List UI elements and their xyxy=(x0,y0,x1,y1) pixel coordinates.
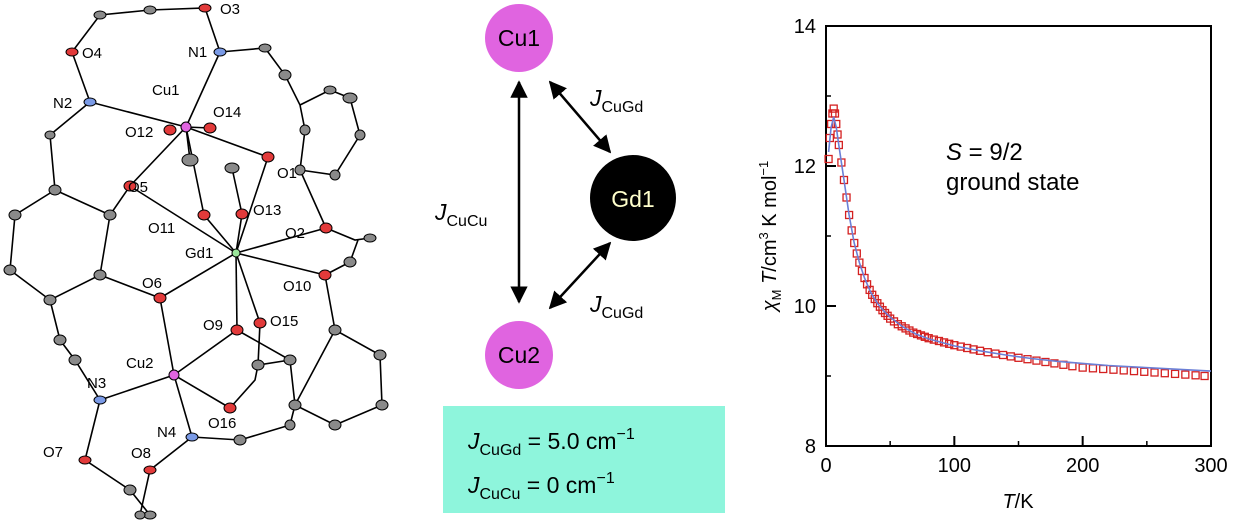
node-cu1 xyxy=(485,4,553,72)
atom-label-n2: N2 xyxy=(53,95,72,112)
atom-label-o13: O13 xyxy=(253,202,281,219)
x-tick-label: 200 xyxy=(1066,455,1099,477)
atom-label-gd1: Gd1 xyxy=(185,245,213,262)
data-point xyxy=(1023,355,1032,364)
data-point xyxy=(1078,363,1087,372)
node-gd1 xyxy=(590,155,676,241)
atom-label-o14: O14 xyxy=(213,104,241,121)
node-cu2-label: Cu2 xyxy=(498,342,540,368)
exchange-scheme: Cu1 Gd1 Cu2 JCuCu JCuGd JCuGd JCuGd = 5.… xyxy=(434,4,725,513)
node-cu2 xyxy=(485,321,553,389)
data-point xyxy=(855,258,864,267)
fit-line xyxy=(827,116,1212,372)
atom-label-o10: O10 xyxy=(283,278,311,295)
data-point xyxy=(1068,362,1077,371)
data-point xyxy=(878,306,887,315)
atom-label-o12: O12 xyxy=(125,124,153,141)
node-cu1-label: Cu1 xyxy=(498,25,540,51)
data-point xyxy=(1150,368,1159,377)
node-gd1-label: Gd1 xyxy=(611,186,654,212)
atom-label-n1: N1 xyxy=(188,44,207,61)
data-point xyxy=(868,290,877,299)
atom-label-o11: O11 xyxy=(148,220,175,237)
atom-label-n4: N4 xyxy=(157,424,176,441)
atom-label-cu2: Cu2 xyxy=(126,355,154,372)
hetero-atoms xyxy=(65,3,333,475)
atom-label-o1: O1 xyxy=(277,165,297,182)
atom-label-o6: O6 xyxy=(142,275,162,292)
coupling-values-box xyxy=(443,406,725,513)
data-point xyxy=(1181,370,1190,379)
y-tick-label: 12 xyxy=(794,156,816,178)
atom-label-n3: N3 xyxy=(87,375,106,392)
plot-series xyxy=(824,104,1212,381)
data-point xyxy=(1119,366,1128,375)
data-point xyxy=(829,104,838,113)
data-point xyxy=(1200,371,1209,381)
data-point xyxy=(865,285,874,295)
data-point xyxy=(1050,359,1059,368)
plot-frame xyxy=(825,25,1212,447)
data-point xyxy=(883,311,892,320)
y-tick-label: 8 xyxy=(805,436,816,458)
y-tick-label: 14 xyxy=(794,16,816,38)
y-axis-label: χM T/cm3 K mol−1 xyxy=(756,161,784,314)
annotation-ground-state: ground state xyxy=(946,169,1079,196)
data-point xyxy=(1088,364,1098,373)
annotation-spin: S = 9/2 xyxy=(946,139,1023,166)
atom-label-o16: O16 xyxy=(208,415,236,432)
label-j-cugd-bottom: JCuGd xyxy=(589,291,643,322)
data-point xyxy=(824,154,833,164)
x-tick-label: 100 xyxy=(938,455,971,477)
data-point xyxy=(870,294,879,304)
atom-label-o15: O15 xyxy=(270,313,298,330)
data-point xyxy=(830,109,840,118)
data-point xyxy=(880,308,890,318)
atom-label-o4: O4 xyxy=(82,45,102,62)
data-point xyxy=(1041,357,1050,367)
data-point xyxy=(1109,365,1118,374)
y-tick-label: 10 xyxy=(794,296,816,318)
atom-labels: O3 O4 N1 N2 Cu1 O14 O12 O1 O5 O13 O11 O2… xyxy=(43,1,311,462)
chi-t-plot: 0 100 200 300 8 10 12 14 S = 9/2 ground state T… xyxy=(756,16,1228,513)
x-axis-label: T/K xyxy=(1002,491,1034,513)
data-point xyxy=(860,273,869,283)
arrow-cugd-bottom xyxy=(548,241,612,310)
data-point xyxy=(1170,369,1180,379)
label-j-cucu: JCuCu xyxy=(434,199,487,230)
atom-label-o9: O9 xyxy=(203,317,223,334)
coupling-value-cugd: JCuGd = 5.0 cm−1 xyxy=(467,426,635,459)
plot-ticks: 0 100 200 300 8 10 12 14 xyxy=(794,16,1228,477)
atom-label-o5: O5 xyxy=(128,179,148,196)
atom-label-o8: O8 xyxy=(131,445,151,462)
atom-label-o7: O7 xyxy=(43,444,63,461)
atom-label-cu1: Cu1 xyxy=(152,82,180,99)
atom-label-o2: O2 xyxy=(285,225,305,242)
data-point xyxy=(1099,364,1108,374)
data-point xyxy=(862,280,872,289)
data-point xyxy=(1032,356,1041,365)
x-tick-label: 300 xyxy=(1194,455,1227,477)
data-point xyxy=(1140,367,1149,376)
coupling-value-cucu: JCuCu = 0 cm−1 xyxy=(467,470,615,503)
label-j-cugd-top: JCuGd xyxy=(589,85,643,116)
data-point xyxy=(1160,369,1169,378)
data-point xyxy=(1129,366,1139,376)
x-tick-label: 0 xyxy=(820,455,831,477)
data-point xyxy=(1191,371,1200,380)
carbon-atoms xyxy=(3,5,389,520)
atom-label-o3: O3 xyxy=(220,1,240,18)
arrow-cugd-top xyxy=(548,80,612,154)
crystal-structure: O3 O4 N1 N2 Cu1 O14 O12 O1 O5 O13 O11 O2… xyxy=(3,1,389,520)
